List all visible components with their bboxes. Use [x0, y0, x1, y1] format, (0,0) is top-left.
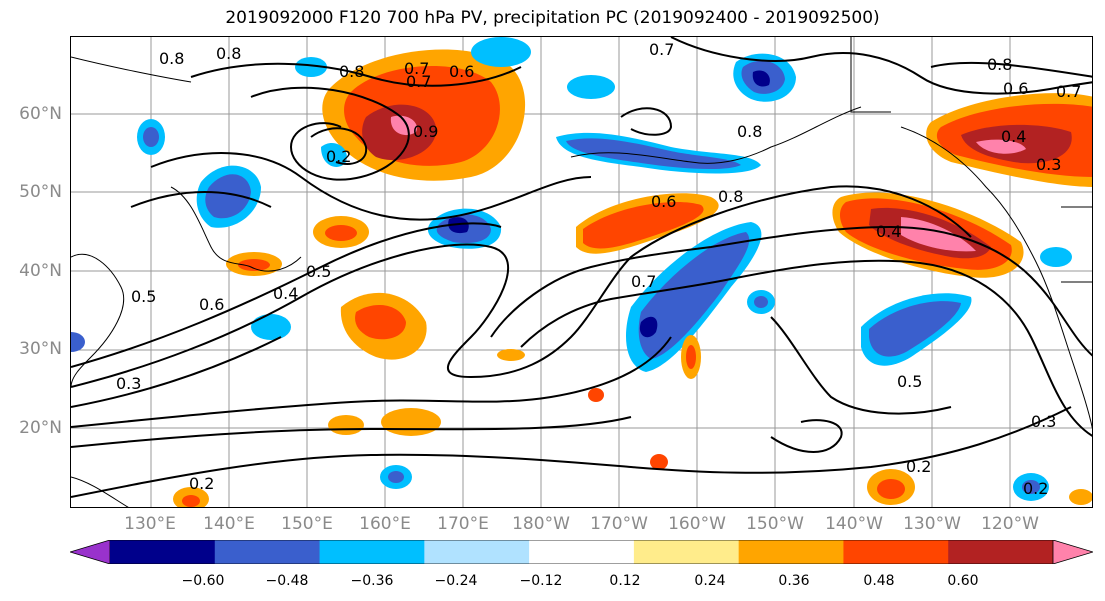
contour-label: 0.8 [737, 122, 762, 141]
lon-label-120w: 120°W [981, 514, 1039, 534]
contour-label: 0.2 [189, 474, 214, 493]
contour-label: 0.8 [159, 49, 184, 68]
contour-label: 0.3 [1036, 155, 1061, 174]
colorbar-segment [948, 540, 1054, 564]
contour-label: 0.2 [1023, 479, 1048, 498]
colorbar-segments [70, 540, 1093, 564]
contour-label: 0.8 [216, 44, 241, 63]
colorbar-segment [424, 540, 530, 564]
colorbar-extend-low [70, 540, 111, 564]
lat-label-60n: 60°N [19, 104, 62, 124]
contour-label: 0.4 [876, 222, 901, 241]
contour-label: 0.6 [1003, 79, 1028, 98]
contour-label: 0.4 [1001, 127, 1026, 146]
contour-label: 0.6 [651, 192, 676, 211]
contour-label: 0.8 [718, 187, 743, 206]
lat-label-50n: 50°N [19, 182, 62, 202]
contour-label: 0.3 [1031, 412, 1056, 431]
contour-label: 0.5 [306, 262, 331, 281]
pv-contours [71, 37, 1092, 498]
contour-label: 0.8 [339, 62, 364, 81]
colorbar-segment [633, 540, 740, 564]
colorbar-tick: 0.60 [947, 573, 979, 589]
contour-label: 0.9 [413, 122, 438, 141]
lon-label-140w: 140°W [825, 514, 883, 534]
contour-label: 0.2 [906, 457, 931, 476]
lat-label-20n: 20°N [19, 418, 62, 438]
map-canvas: 0.8 0.8 0.8 0.7 0.6 0.7 0.9 0.2 0.8 0.7 … [71, 37, 1092, 507]
colorbar-segment [738, 540, 844, 564]
contour-label: 0.7 [406, 72, 431, 91]
lon-label-160w: 160°W [668, 514, 726, 534]
contour-label: 0.5 [131, 287, 156, 306]
colorbar [70, 540, 1093, 564]
contour-label: 0.7 [404, 59, 429, 78]
colorbar-segment [843, 540, 949, 564]
contour-label: 0.4 [273, 284, 298, 303]
colorbar-segment [214, 540, 321, 564]
colorbar-tick: −0.36 [350, 573, 394, 589]
map-panel: 0.8 0.8 0.8 0.7 0.6 0.7 0.9 0.2 0.8 0.7 … [70, 36, 1093, 508]
colorbar-extend-high [1052, 540, 1093, 564]
colorbar-tick: −0.60 [181, 573, 225, 589]
colorbar-tick: −0.24 [434, 573, 478, 589]
colorbar-tick: −0.12 [519, 573, 563, 589]
map-title: 2019092000 F120 700 hPa PV, precipitatio… [225, 8, 880, 28]
contour-label: 0.2 [326, 147, 351, 166]
contour-label-group: 0.8 0.8 0.8 0.7 0.6 0.7 0.9 0.2 0.8 0.7 … [116, 40, 1081, 498]
lon-label-170e: 170°E [437, 514, 489, 534]
lon-label-160e: 160°E [359, 514, 411, 534]
colorbar-tick: −0.48 [265, 573, 309, 589]
lon-label-130w: 130°W [903, 514, 961, 534]
precip-shading [71, 37, 1092, 507]
lon-label-180w: 180°W [512, 514, 570, 534]
colorbar-segment [529, 540, 635, 564]
contour-label: 0.5 [897, 372, 922, 391]
contour-label: 0.7 [1056, 82, 1081, 101]
lon-label-140e: 140°E [203, 514, 255, 534]
lat-label-30n: 30°N [19, 339, 62, 359]
lon-label-150w: 150°W [746, 514, 804, 534]
contour-label: 0.3 [116, 374, 141, 393]
lon-label-130e: 130°E [124, 514, 176, 534]
lon-label-150e: 150°E [281, 514, 333, 534]
colorbar-tick: 0.48 [863, 573, 895, 589]
coastlines [71, 37, 1092, 507]
lat-label-40n: 40°N [19, 261, 62, 281]
colorbar-tick: 0.36 [778, 573, 810, 589]
contour-label: 0.8 [987, 55, 1012, 74]
lon-label-170w: 170°W [590, 514, 648, 534]
contour-label: 0.7 [631, 272, 656, 291]
contour-label: 0.6 [199, 295, 224, 314]
colorbar-tick: 0.24 [694, 573, 726, 589]
graticule [71, 37, 1092, 507]
colorbar-tick: 0.12 [609, 573, 641, 589]
colorbar-segment [110, 540, 216, 564]
contour-label: 0.7 [649, 40, 674, 59]
colorbar-segment [319, 540, 425, 564]
contour-label: 0.6 [449, 62, 474, 81]
